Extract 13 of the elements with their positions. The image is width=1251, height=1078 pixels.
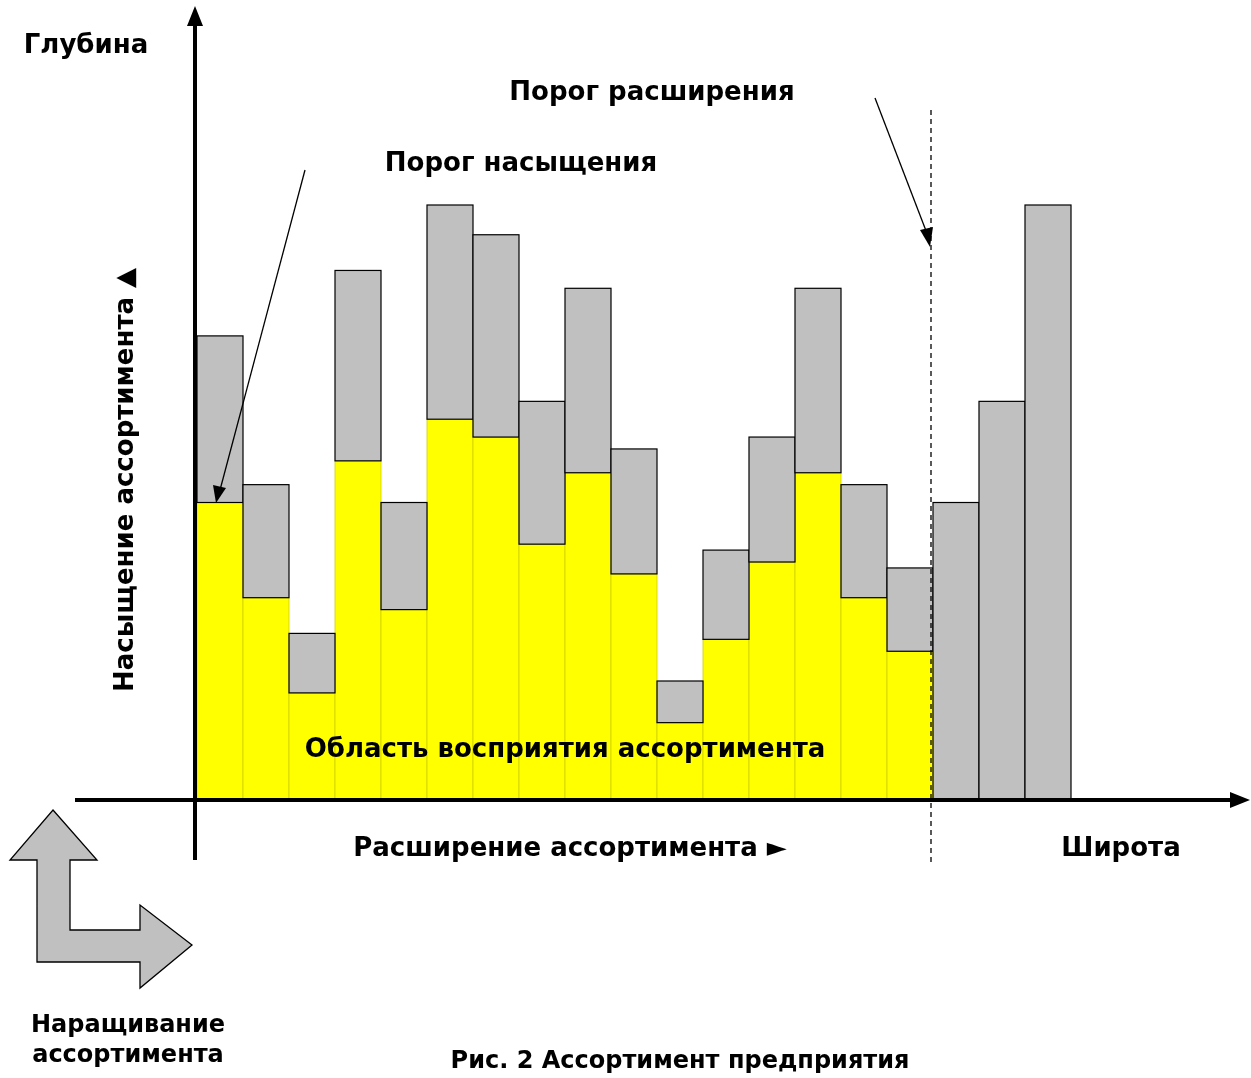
bar xyxy=(656,680,704,724)
bar xyxy=(380,501,428,611)
text: Глубина xyxy=(23,29,149,59)
x-axis-title: Расширение ассортимента ► xyxy=(353,832,787,862)
text: Порог насыщения xyxy=(384,147,658,177)
text: Рис. 2 Ассортимент предприятия xyxy=(450,1046,910,1074)
bar xyxy=(334,269,382,462)
text: Широта xyxy=(1061,832,1181,862)
bar xyxy=(288,632,336,694)
text: Наращивание ассортимента xyxy=(30,1010,226,1068)
text: Порог расширения xyxy=(509,76,795,106)
y-axis-title: Насыщение ассортимента ▲ xyxy=(109,267,139,693)
annotation: Область восприятия ассортимента xyxy=(304,733,826,763)
